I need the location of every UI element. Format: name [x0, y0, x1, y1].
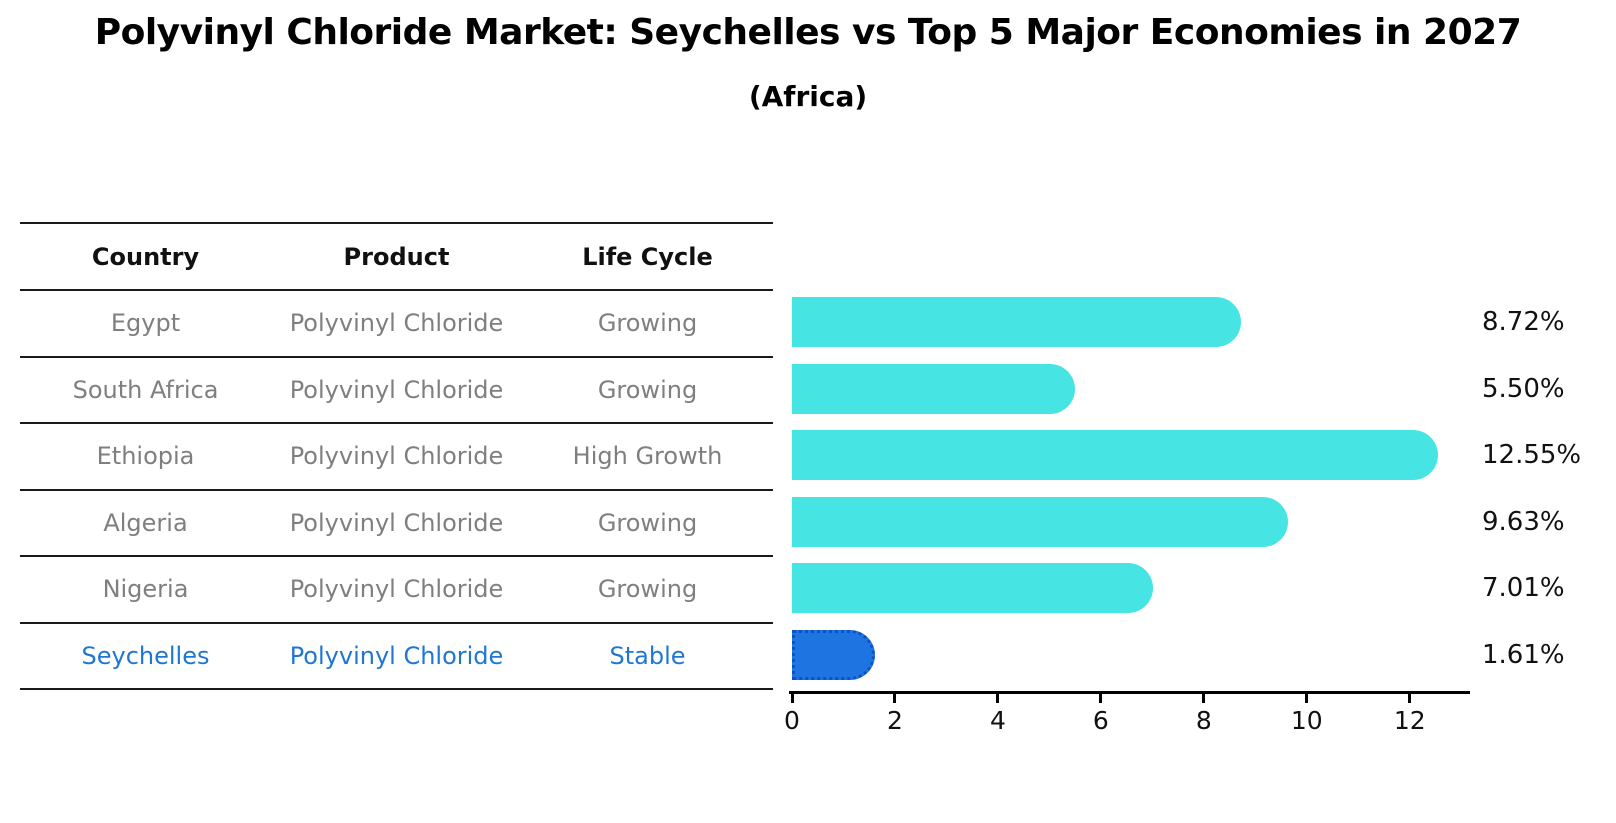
- x-tick-mark: [996, 694, 1000, 703]
- x-axis-line: [789, 691, 1470, 694]
- table-row: Ethiopia Polyvinyl Chloride High Growth: [20, 424, 773, 491]
- x-tick-label: 8: [1195, 706, 1212, 735]
- value-label-ethiopia: 12.55%: [1482, 440, 1582, 471]
- table-cell-life_cycle: Stable: [609, 641, 686, 670]
- table-body: Egypt Polyvinyl Chloride Growing South Afri…: [20, 291, 773, 690]
- bar-algeria: [792, 496, 1288, 547]
- x-tick-mark: [1202, 694, 1206, 703]
- table-cell-product: Polyvinyl Chloride: [289, 508, 504, 537]
- col-header-lifecycle: Life Cycle: [582, 242, 713, 271]
- x-tick-mark: [1305, 694, 1309, 703]
- table-cell-life_cycle: Growing: [597, 375, 698, 404]
- col-header-country: Country: [91, 242, 200, 271]
- table-cell-country: Seychelles: [81, 641, 210, 670]
- value-label-egypt: 8.72%: [1482, 307, 1565, 338]
- table-cell-country: South Africa: [72, 375, 219, 404]
- table-cell-country: Algeria: [103, 508, 188, 537]
- bar-egypt: [792, 297, 1241, 348]
- x-tick-label: 0: [784, 706, 800, 735]
- table-cell-life_cycle: Growing: [597, 309, 698, 338]
- value-label-nigeria: 7.01%: [1482, 573, 1565, 604]
- table-cell-country: Nigeria: [102, 575, 189, 604]
- x-tick-mark: [790, 694, 794, 703]
- x-tick-label: 12: [1393, 706, 1426, 735]
- table-row: Seychelles Polyvinyl Chloride Stable: [20, 624, 773, 690]
- x-tick-label: 6: [1092, 706, 1109, 735]
- table-cell-life_cycle: High Growth: [572, 442, 723, 471]
- x-tick-label: 4: [989, 706, 1006, 735]
- table-cell-product: Polyvinyl Chloride: [289, 375, 504, 404]
- table-cell-product: Polyvinyl Chloride: [289, 309, 504, 338]
- col-header-product: Product: [343, 242, 450, 271]
- bar-plot-area: 0 2 4 6 8 10 12: [784, 222, 1472, 735]
- table-row: Nigeria Polyvinyl Chloride Growing: [20, 557, 773, 624]
- x-tick-label: 2: [887, 706, 903, 735]
- table-cell-product: Polyvinyl Chloride: [289, 575, 504, 604]
- table-header-row: Country Product Life Cycle: [20, 224, 773, 291]
- table-row: Algeria Polyvinyl Chloride Growing: [20, 491, 773, 557]
- value-label-seychelles: 1.61%: [1482, 639, 1565, 670]
- table-cell-country: Ethiopia: [96, 442, 195, 471]
- value-label-algeria: 9.63%: [1482, 506, 1565, 537]
- x-tick-mark: [1099, 694, 1103, 703]
- table-row: South Africa Polyvinyl Chloride Growing: [20, 358, 773, 424]
- chart-subtitle: (Africa): [748, 80, 868, 113]
- table-cell-product: Polyvinyl Chloride: [289, 641, 504, 670]
- bar-nigeria: [792, 563, 1153, 614]
- bar-seychelles: [792, 629, 875, 680]
- x-tick-mark: [1408, 694, 1412, 703]
- bar-south-africa: [792, 363, 1076, 414]
- chart-title: Polyvinyl Chloride Market: Seychelles vs…: [94, 12, 1522, 53]
- country-table: Country Product Life Cycle Egypt Polyviny…: [20, 222, 773, 690]
- table-row: Egypt Polyvinyl Chloride Growing: [20, 291, 773, 358]
- table-cell-life_cycle: Growing: [597, 508, 698, 537]
- x-tick-mark: [893, 694, 897, 703]
- bar-ethiopia: [792, 430, 1439, 481]
- table-cell-country: Egypt: [110, 309, 181, 338]
- table-cell-product: Polyvinyl Chloride: [289, 442, 504, 471]
- table-cell-life_cycle: Growing: [597, 575, 698, 604]
- value-label-south-africa: 5.50%: [1482, 373, 1565, 404]
- x-tick-label: 10: [1290, 706, 1323, 735]
